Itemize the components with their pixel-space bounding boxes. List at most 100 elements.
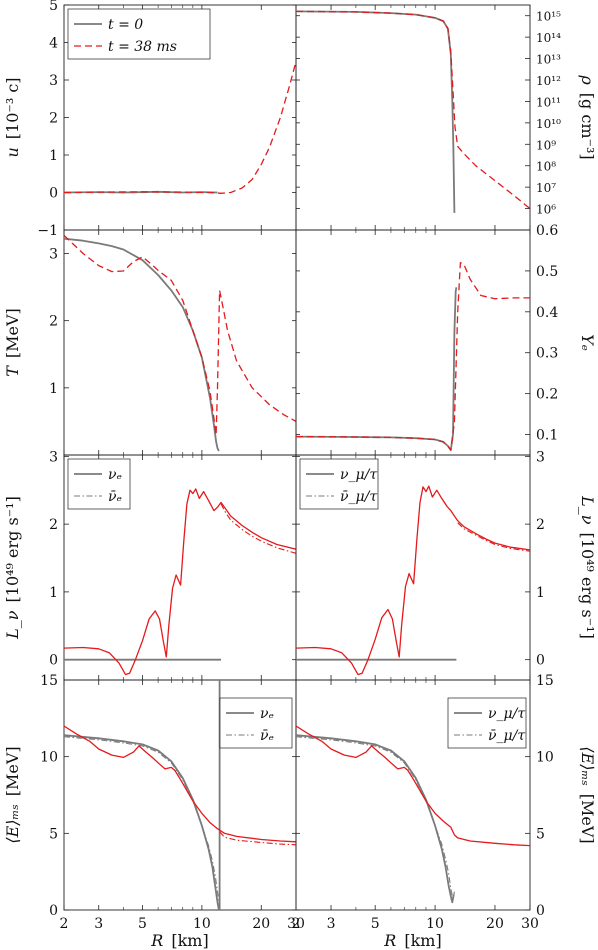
x-tick-label: 30 xyxy=(287,916,305,932)
y-tick-label: 0 xyxy=(49,903,58,919)
series-line-2 xyxy=(296,736,455,900)
legend-label: νₑ xyxy=(260,706,274,722)
x-axis-label: R [km] xyxy=(150,931,208,950)
y-tick-label: 5 xyxy=(49,826,58,842)
y-axis-label: T [MeV] xyxy=(3,308,22,377)
y-axis-label: Yₑ xyxy=(578,334,597,351)
series-line-4 xyxy=(64,725,296,843)
y-tick-label: 10 xyxy=(40,750,58,766)
x-tick-label: 10 xyxy=(426,916,444,932)
y-tick-label: 1 xyxy=(49,381,58,397)
legend-label: ν̄ₑ xyxy=(260,728,274,744)
series-line-2 xyxy=(296,262,530,451)
legend-box xyxy=(219,697,293,749)
legend-box xyxy=(299,458,379,510)
series-group xyxy=(296,485,530,676)
series-line-2 xyxy=(64,488,296,676)
series-group xyxy=(64,61,296,194)
y-axis-symbol: L_ν xyxy=(3,610,22,640)
y-tick-label: 10⁸ xyxy=(536,160,556,174)
y-axis-unit: [10⁻³ c] xyxy=(3,77,22,139)
legend-label: ν_μ/τ xyxy=(488,706,525,722)
y-tick-label: 3 xyxy=(49,73,58,89)
panel-T: 1 2 3 T [MeV] xyxy=(3,229,297,456)
y-tick-label: 10¹² xyxy=(536,74,561,88)
series-line-3 xyxy=(457,522,530,552)
y-tick-label: 0.5 xyxy=(536,264,558,280)
series-group xyxy=(64,680,296,910)
y-tick-label: 0.1 xyxy=(536,428,558,444)
series-line-1 xyxy=(64,734,220,910)
series-line-3 xyxy=(220,503,296,554)
x-tick-label: 30 xyxy=(521,916,539,932)
series-line-1 xyxy=(64,237,220,452)
panel-Lnue: 0 1 2 3 L_ν [10⁴⁹ erg s⁻¹] νₑ ν̄ₑ xyxy=(3,449,297,681)
x-axis-unit: [km] xyxy=(171,931,208,950)
legend: νₑ ν̄ₑ xyxy=(67,458,131,510)
y-tick-label: 2 xyxy=(49,111,58,127)
y-tick-label: 4 xyxy=(49,36,58,52)
y-axis-symbol: L_ν xyxy=(578,495,597,525)
legend: t = 0 t = 38 ms xyxy=(67,8,211,60)
series-line-2 xyxy=(296,485,530,676)
series-group xyxy=(296,10,530,213)
series-group xyxy=(64,488,296,676)
x-tick-label: 10 xyxy=(193,916,211,932)
y-axis-label: L_ν [10⁴⁹ erg s⁻¹] xyxy=(578,495,597,639)
y-tick-label: 0 xyxy=(49,186,58,202)
y-tick-label: 0.4 xyxy=(536,305,558,321)
y-tick-label: −1 xyxy=(37,223,58,239)
x-axis-unit: [km] xyxy=(404,931,441,950)
y-tick-label: 2 xyxy=(49,314,58,330)
y-axis-symbol: ρ xyxy=(578,74,597,85)
legend-label: ν̄_μ/τ xyxy=(340,489,377,505)
y-axis-label: ρ [g cm⁻³] xyxy=(578,74,597,159)
series-line-1 xyxy=(296,10,456,213)
y-tick-label: 1 xyxy=(536,585,545,601)
y-axis-symbol: T xyxy=(3,365,22,377)
axes-frame xyxy=(295,4,531,231)
panel-Lnux: 0 1 2 3 L_ν [10⁴⁹ erg s⁻¹] ν_μ/τ ν̄_μ/τ xyxy=(295,449,597,681)
legend-box xyxy=(447,697,527,749)
x-tick-label: 3 xyxy=(94,916,103,932)
series-line-2 xyxy=(296,10,530,210)
y-tick-label: 5 xyxy=(49,0,58,14)
y-axis-unit: [10⁴⁹ erg s⁻¹] xyxy=(3,496,22,602)
legend-label: νₑ xyxy=(108,467,122,483)
y-tick-label: 0.6 xyxy=(536,223,558,239)
y-axis-unit: [g cm⁻³] xyxy=(578,93,597,160)
series-group xyxy=(64,234,296,452)
y-axis-unit: [MeV] xyxy=(578,794,597,844)
panel-Enue: 0 5 10 15 ⟨E⟩ₘₛ [MeV] νₑ ν̄ₑ xyxy=(3,673,297,919)
x-tick-label: 5 xyxy=(138,916,147,932)
y-tick-label: 10⁷ xyxy=(536,181,556,195)
panel-rho: 10⁶ 10⁷ 10⁸ 10⁹ 10¹⁰ 10¹¹ 10¹² 10¹³ 10¹⁴ 10¹⁵ ρ [g … xyxy=(295,4,597,231)
y-tick-label: 0.3 xyxy=(536,346,558,362)
y-tick-label: 2 xyxy=(49,517,58,533)
legend: νₑ ν̄ₑ xyxy=(219,697,293,749)
x-tick-label: 2 xyxy=(60,916,69,932)
y-tick-label: 1 xyxy=(49,585,58,601)
series-group xyxy=(296,262,530,452)
legend-label: ν_μ/τ xyxy=(340,467,377,483)
y-tick-label: 2 xyxy=(536,517,545,533)
y-tick-label: 3 xyxy=(49,247,58,263)
x-tick-label: 3 xyxy=(327,916,336,932)
y-tick-label: 0 xyxy=(536,653,545,669)
series-group xyxy=(296,725,530,904)
y-axis-label: u [10⁻³ c] xyxy=(3,77,22,157)
y-tick-label: 10⁶ xyxy=(536,203,556,217)
y-tick-label: 5 xyxy=(536,826,545,842)
legend-label: ν̄_μ/τ xyxy=(488,728,525,744)
panel-Enux: 0 5 10 15 ⟨E⟩ₘₛ [MeV] ν_μ/τ ν̄_μ/τ xyxy=(295,673,597,919)
panel-Ye: 0.1 0.2 0.3 0.4 0.5 0.6 Yₑ xyxy=(295,223,597,456)
series-line-2 xyxy=(64,61,296,194)
y-axis-symbol: ⟨E⟩ₘₛ xyxy=(3,804,22,843)
x-tick-label: 5 xyxy=(371,916,380,932)
axes-frame xyxy=(63,229,297,456)
y-tick-label: 10¹³ xyxy=(536,53,561,67)
series-line-1 xyxy=(296,734,455,904)
x-tick-label: 20 xyxy=(252,916,270,932)
y-tick-label: 15 xyxy=(40,673,58,689)
